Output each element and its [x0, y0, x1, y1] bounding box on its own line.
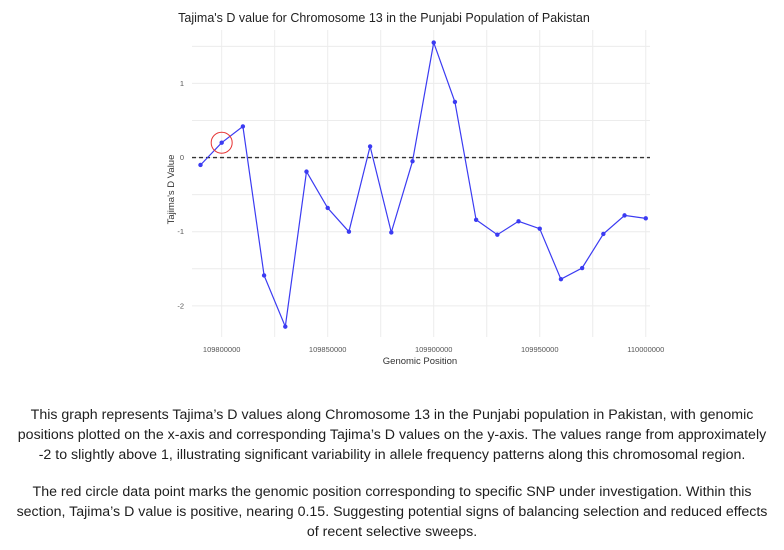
data-point	[325, 205, 330, 211]
caption-line: positions plotted on the x-axis and corr…	[17, 427, 767, 443]
data-point	[219, 140, 224, 145]
caption-line: section, Tajima’s D value is positive, n…	[16, 504, 768, 520]
chart-title: Tajima's D value for Chromosome 13 in th…	[178, 11, 590, 25]
data-point	[495, 232, 500, 237]
y-tick-label: -2	[177, 301, 184, 310]
tajimas-d-line-chart: 109800000 109850000 109900000 109950000 1100…	[166, 11, 664, 367]
data-point	[473, 217, 479, 223]
caption-line: -2 to slightly above 1, illustrating sig…	[38, 447, 746, 463]
x-tick-label: 109800000	[203, 345, 241, 354]
data-point	[261, 273, 267, 278]
data-point	[622, 213, 627, 218]
data-point	[579, 265, 585, 271]
data-point	[410, 159, 415, 164]
caption-line: This graph represents Tajima’s D values …	[30, 407, 754, 423]
series-line	[200, 40, 646, 329]
x-tick-label: 110000000	[627, 345, 664, 354]
data-point	[240, 124, 246, 129]
y-axis-title: Tajima's D Value	[166, 155, 177, 225]
data-point	[283, 324, 288, 329]
x-tick-label: 109850000	[309, 345, 347, 354]
caption-line: of recent selective sweeps.	[306, 524, 478, 540]
x-axis-title: Genomic Position	[383, 356, 457, 367]
data-point	[367, 144, 373, 149]
x-tick-label: 109900000	[415, 345, 453, 354]
data-point	[558, 276, 564, 282]
y-tick-label: 0	[180, 153, 184, 162]
caption-paragraph-1: This graph represents Tajima’s D values …	[0, 405, 784, 465]
data-point	[198, 162, 203, 168]
data-point	[516, 219, 521, 224]
x-tick-label: 109950000	[521, 345, 559, 354]
chart-area: 109800000 109850000 109900000 109950000 1100…	[166, 11, 664, 367]
data-point	[537, 226, 542, 231]
data-point	[431, 40, 436, 45]
data-point	[304, 169, 309, 174]
highlight-circle-marker	[210, 131, 233, 154]
data-point	[452, 99, 458, 105]
data-point	[346, 229, 352, 234]
y-tick-label: -1	[177, 227, 184, 236]
data-point	[389, 230, 394, 235]
caption-line: The red circle data point marks the geno…	[32, 484, 752, 500]
caption-paragraph-2: The red circle data point marks the geno…	[0, 482, 784, 542]
data-point	[601, 231, 606, 237]
y-tick-label: 1	[180, 79, 184, 88]
data-point	[643, 216, 648, 221]
